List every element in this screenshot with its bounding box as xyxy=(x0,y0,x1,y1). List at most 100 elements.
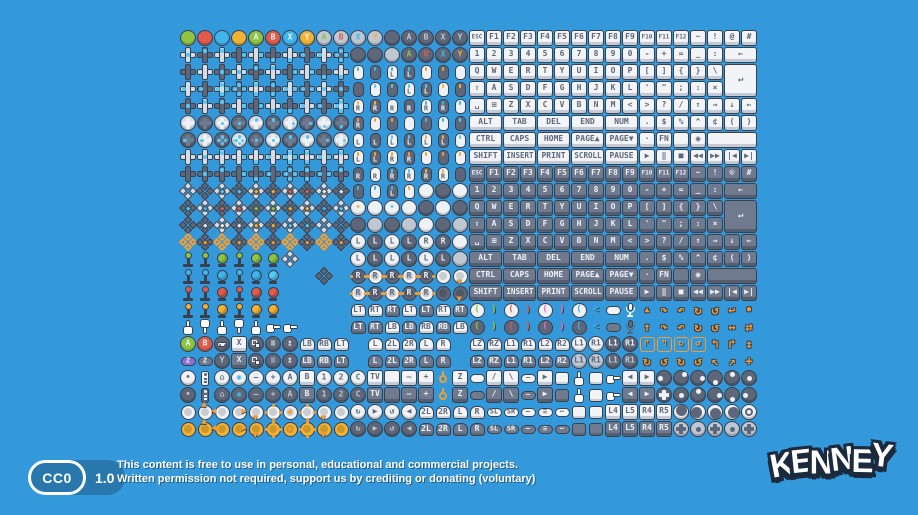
sprite-k: C xyxy=(537,98,553,114)
sprite-st: ▼ xyxy=(248,421,264,438)
sprite-d xyxy=(299,81,315,97)
sprite-c xyxy=(180,30,196,46)
sprite-pl xyxy=(605,319,621,335)
sprite-k: ▶ xyxy=(537,370,553,386)
sprite-K: # xyxy=(741,166,757,182)
sprite-c: B xyxy=(197,336,213,352)
sprite-st xyxy=(333,404,349,420)
sprite-c: R1 xyxy=(622,336,638,352)
sprite-ba: ) xyxy=(490,304,498,315)
sprite-d xyxy=(248,47,264,63)
sprite-KW: TAB xyxy=(503,251,536,267)
sprite-dd xyxy=(195,232,215,252)
sprite-dd xyxy=(263,232,283,252)
sprite-st: R xyxy=(400,268,418,284)
sprite-c: L xyxy=(350,234,366,250)
sprite-k: Z xyxy=(452,370,468,386)
sprite-k: S xyxy=(503,81,519,97)
license-badge: CC0 1.0 xyxy=(28,460,126,495)
sprite-hp xyxy=(605,370,621,386)
sprite-a: ↻ xyxy=(694,320,702,334)
sprite-c: ⌂ xyxy=(214,387,230,403)
sprite-K: + xyxy=(418,387,434,403)
sprite-pl: – xyxy=(520,387,536,403)
sprite-pl: SR xyxy=(503,421,519,437)
sprite-m xyxy=(401,183,417,199)
sprite-k: |◀ xyxy=(724,149,740,165)
sprite-t: RT xyxy=(367,319,383,335)
sprite-m xyxy=(350,81,366,97)
sprite-m: L xyxy=(367,149,383,165)
sprite-m: R xyxy=(367,166,383,182)
sprite-sh: ↥ xyxy=(282,336,298,352)
sprite-t: 2R xyxy=(435,421,451,437)
sprite-K: ▶ xyxy=(639,387,655,403)
sprite-K: 9 xyxy=(605,183,621,199)
sprite-dd xyxy=(331,198,351,218)
sprite-c: A xyxy=(282,370,298,386)
sprite-m xyxy=(367,115,383,131)
sprite-c: X xyxy=(435,30,451,46)
sprite-k: ◀◀ xyxy=(690,149,706,165)
sprite-c xyxy=(452,234,468,250)
sprite-K: ; xyxy=(673,217,689,233)
sprite-cp xyxy=(248,336,264,352)
sprite-k: ⇧ xyxy=(469,81,485,97)
sprite-d xyxy=(333,81,349,97)
sprite-c xyxy=(435,183,451,199)
sprite-a: ↖ xyxy=(711,354,719,368)
sprite-t: 2R xyxy=(401,336,417,352)
sprite-bc xyxy=(741,421,757,437)
sprite-c: ◉ xyxy=(231,370,247,386)
cc0-logo: CC0 xyxy=(28,460,86,495)
sprite-pl: – xyxy=(520,404,536,420)
sprite-t: RB xyxy=(418,319,434,335)
sprite-c: B xyxy=(418,30,434,46)
sprite-KT: ↵ xyxy=(724,200,757,233)
sprite-bc xyxy=(690,421,706,437)
sprite-t: LB xyxy=(299,336,315,352)
sprite-K: _ xyxy=(690,183,706,199)
sprite-c: X xyxy=(350,30,366,46)
sprite-K: [ xyxy=(639,200,655,216)
sprite-c: L xyxy=(384,251,400,267)
sprite-d xyxy=(316,64,332,80)
sprite-kw: ALT xyxy=(469,115,502,131)
sprite-c: L xyxy=(401,234,417,250)
sprite-k: V xyxy=(554,98,570,114)
sprite-k: $ xyxy=(656,115,672,131)
sprite-pw xyxy=(435,370,451,386)
sprite-t: L xyxy=(367,353,383,369)
sprite-d xyxy=(316,47,332,63)
sprite-t: LT xyxy=(401,302,417,318)
sprite-a: ↕ xyxy=(745,337,753,351)
sprite-bc xyxy=(724,370,740,386)
sprite-a: ↑ xyxy=(643,320,651,334)
sprite-k: H xyxy=(571,81,587,97)
sprite-c: ↻ xyxy=(350,421,366,437)
sprite-K: 7 xyxy=(571,183,587,199)
sprite-a: ↷ xyxy=(660,303,668,317)
sprite-k: F7 xyxy=(588,30,604,46)
sprite-k: = xyxy=(673,47,689,63)
sprite-bc xyxy=(707,421,723,437)
sprite-t: 2L xyxy=(384,336,400,352)
sprite-k: ) xyxy=(741,115,757,131)
sprite-K: F1 xyxy=(486,166,502,182)
sprite-c xyxy=(350,217,366,233)
sprite-t: 2L xyxy=(418,421,434,437)
sprite-c: B xyxy=(333,30,349,46)
sprite-h xyxy=(214,319,230,335)
sprite-k: . xyxy=(639,115,655,131)
sprite-K: – xyxy=(401,387,417,403)
sprite-k: 1 xyxy=(469,47,485,63)
sprite-m: R xyxy=(401,149,417,165)
sprite-c: – xyxy=(248,370,264,386)
sprite-c xyxy=(418,217,434,233)
sprite-m: L xyxy=(418,132,434,148)
sprite-k: · xyxy=(639,132,655,148)
sprite-a: ↻ xyxy=(677,354,685,368)
sprite-K: U xyxy=(571,200,587,216)
sprite-jb xyxy=(248,251,264,267)
sprite-hp xyxy=(605,387,621,403)
